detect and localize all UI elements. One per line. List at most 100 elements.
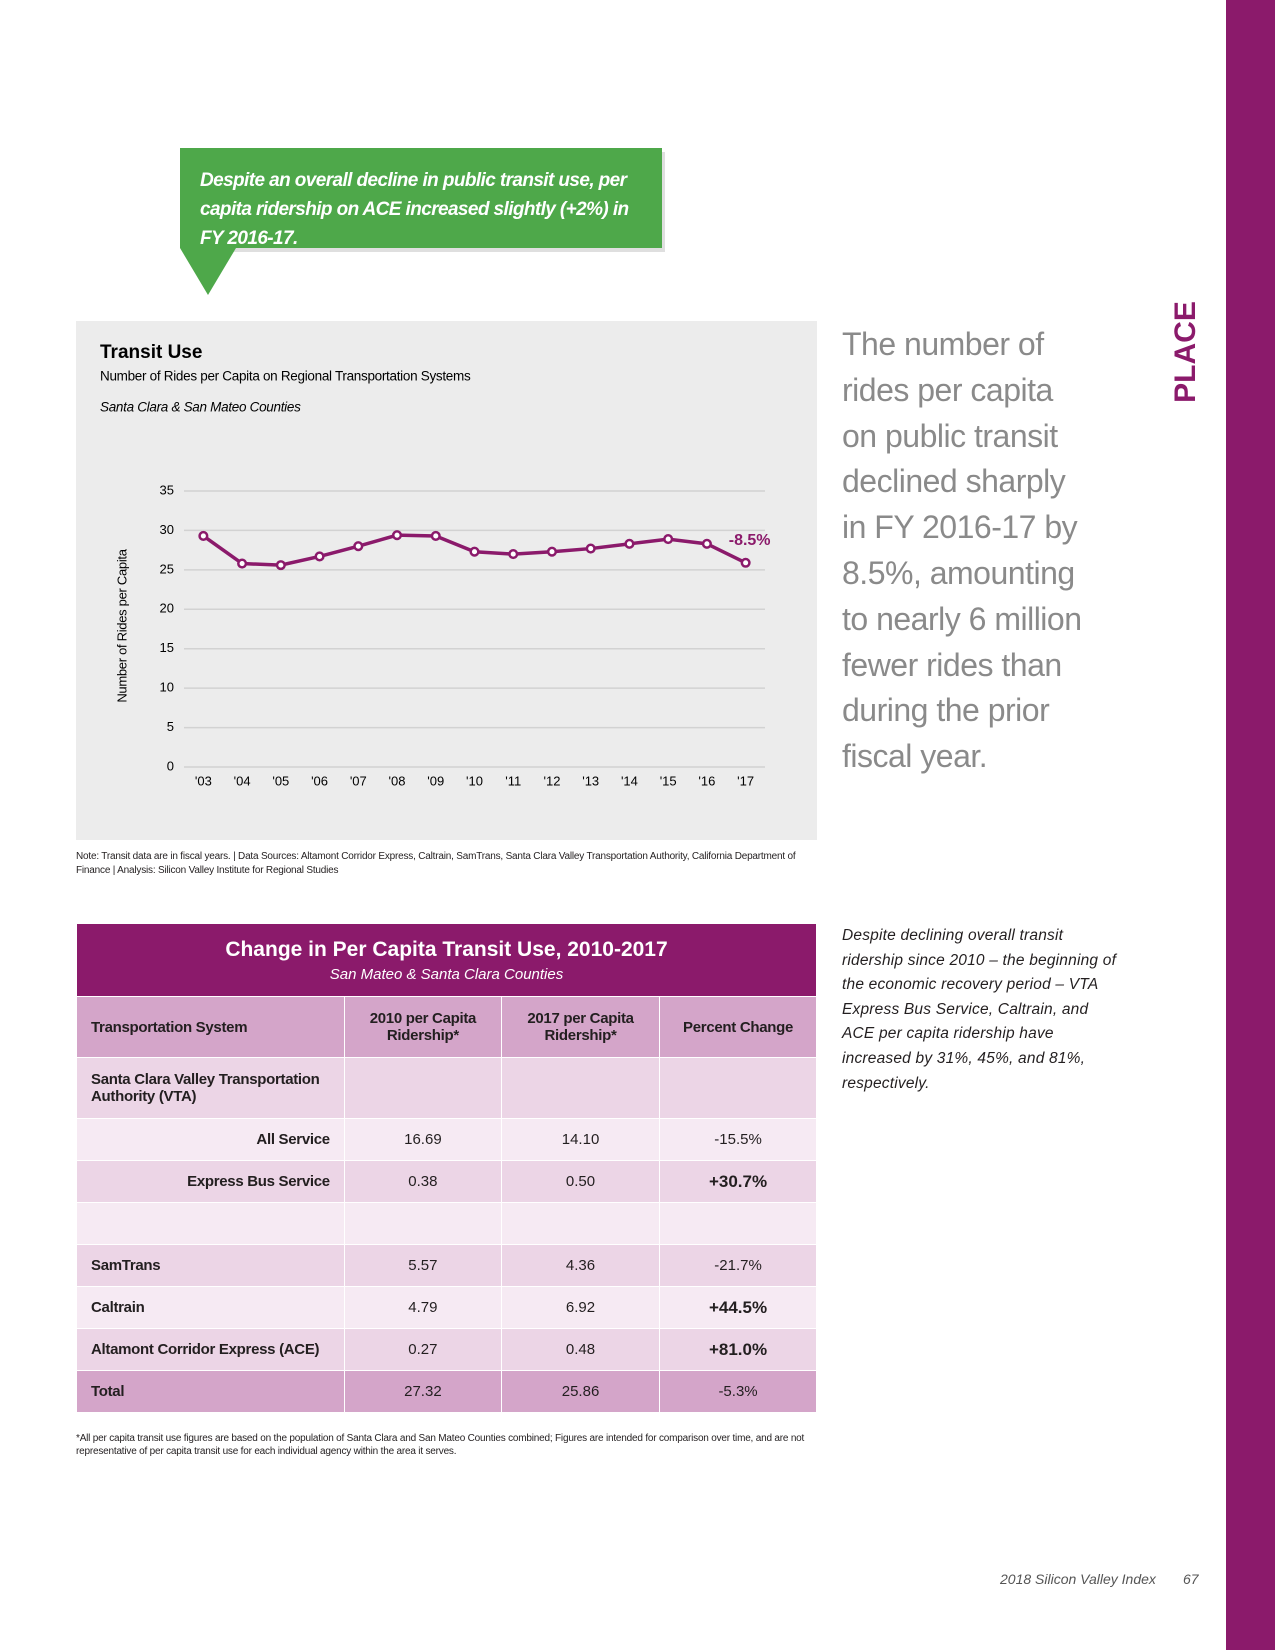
side-text-line: to nearly 6 million <box>842 600 1082 637</box>
data-point <box>508 549 519 560</box>
chart-note: Santa Clara & San Mateo Counties <box>100 400 301 415</box>
callout-box <box>180 148 662 248</box>
data-point <box>546 546 558 557</box>
side-text: The number of rides per capita on public t… <box>842 322 1082 780</box>
data-point <box>275 560 286 571</box>
x-tick-label: '04 <box>234 773 251 788</box>
data-point <box>469 546 480 557</box>
x-tick-label: '06 <box>311 773 328 788</box>
table-title: Change in Per Capita Transit Use, 2010-2… <box>225 937 668 961</box>
table-row: All Service 16.69 14.10 -15.5% <box>76 1118 817 1161</box>
x-tick-label: '14 <box>621 773 638 788</box>
x-tick-label: '11 <box>505 773 521 788</box>
side-text-line: The number of <box>842 326 1044 362</box>
data-point <box>391 530 403 541</box>
data-point <box>585 543 596 554</box>
table-row-label: Caltrain <box>76 1286 345 1329</box>
table-header-cell: 2017 per Capita Ridership* <box>500 996 661 1058</box>
table-empty-cell <box>659 1057 817 1119</box>
table-row-label: Express Bus Service <box>76 1160 345 1203</box>
data-point <box>701 538 712 549</box>
table-cell: -21.7% <box>659 1244 817 1287</box>
x-tick-label: '09 <box>427 773 444 788</box>
table-cell: 0.27 <box>343 1328 502 1371</box>
table-cell: 0.48 <box>500 1328 661 1371</box>
table-row-label: Total <box>76 1370 345 1413</box>
y-tick-label: 30 <box>160 522 174 537</box>
table-cell: 0.50 <box>500 1160 661 1203</box>
table-spacer-cell <box>76 1202 345 1245</box>
chart-panel <box>76 321 817 840</box>
table-header-row: Transportation System 2010 per Capita Rid… <box>76 996 817 1058</box>
x-tick-label: '12 <box>543 773 560 788</box>
table-spacer-row <box>76 1202 817 1245</box>
x-tick-label: '13 <box>582 773 599 788</box>
data-point <box>740 557 751 568</box>
x-tick-label: '03 <box>195 773 212 788</box>
x-tick-label: '07 <box>350 773 367 788</box>
table-spacer-cell <box>500 1202 661 1245</box>
table-cell: 0.38 <box>343 1160 502 1203</box>
data-table: Change in Per Capita Transit Use, 2010-2… <box>76 923 817 1413</box>
table-title-row: Change in Per Capita Transit Use, 2010-2… <box>76 923 817 997</box>
side-text-line: in FY 2016-17 by <box>842 509 1078 546</box>
table-row: SamTrans 5.57 4.36 -21.7% <box>76 1244 817 1287</box>
x-tick-label: '16 <box>698 773 715 788</box>
y-tick-label: 10 <box>160 680 174 695</box>
right-note: Despite declining overall transit riders… <box>842 927 1117 1092</box>
page-number: 67 <box>1183 1571 1199 1587</box>
callout-text: Despite an overall decline in public tra… <box>200 170 629 249</box>
side-text-line: fewer rides than <box>842 646 1062 683</box>
table-group-label: Santa Clara Valley Transportation Author… <box>76 1057 345 1119</box>
callout-pointer <box>180 248 236 295</box>
y-tick-label: 25 <box>160 561 174 576</box>
y-tick-label: 35 <box>160 482 174 497</box>
table-header-cell: Transportation System <box>76 996 345 1058</box>
table-title-cell: Change in Per Capita Transit Use, 2010-2… <box>76 923 817 997</box>
table-cell: 27.32 <box>343 1370 502 1413</box>
table-cell: 6.92 <box>500 1286 661 1329</box>
table-footnote: *All per capita transit use figures are … <box>76 1433 805 1457</box>
table-empty-cell <box>500 1057 661 1119</box>
table-row-label: Altamont Corridor Express (ACE) <box>76 1328 345 1371</box>
side-text-line: declined sharply <box>842 463 1066 500</box>
table-row: Caltrain 4.79 6.92 +44.5% <box>76 1286 817 1329</box>
side-text-line: 8.5%, amounting <box>842 554 1075 591</box>
side-text-line: fiscal year. <box>842 738 988 775</box>
table-cell: 16.69 <box>343 1118 502 1161</box>
table-cell: +30.7% <box>659 1160 817 1203</box>
table-spacer-cell <box>343 1202 502 1245</box>
x-tick-label: '17 <box>737 773 754 788</box>
y-tick-label: 0 <box>167 758 174 773</box>
y-tick-label: 5 <box>167 719 174 734</box>
table-cell: 14.10 <box>500 1118 661 1161</box>
x-tick-label: '05 <box>272 773 289 788</box>
data-point <box>237 558 248 569</box>
x-tick-label: '08 <box>389 773 406 788</box>
chart-annotation: -8.5% <box>729 532 771 549</box>
table-group-row: Santa Clara Valley Transportation Author… <box>76 1057 817 1119</box>
data-point <box>624 538 635 549</box>
source-note: Note: Transit data are in fiscal years. … <box>76 851 796 876</box>
data-point <box>198 530 209 541</box>
footer-publication: 2018 Silicon Valley Index <box>1000 1571 1156 1587</box>
table-cell: +44.5% <box>659 1286 817 1329</box>
table-row-label: SamTrans <box>76 1244 345 1287</box>
y-tick-label: 20 <box>160 601 174 616</box>
section-label: PLACE <box>1169 301 1202 403</box>
table-empty-cell <box>343 1057 502 1119</box>
table-row-label: All Service <box>76 1118 345 1161</box>
data-point <box>353 541 364 552</box>
x-tick-label: '15 <box>660 773 677 788</box>
table-cell: 5.57 <box>343 1244 502 1287</box>
data-point <box>314 551 325 562</box>
table-cell: -5.3% <box>659 1370 817 1413</box>
y-tick-label: 15 <box>160 640 174 655</box>
chart-subtitle: Number of Rides per Capita on Regional T… <box>100 369 471 384</box>
data-point <box>430 530 441 541</box>
table-cell: -15.5% <box>659 1118 817 1161</box>
y-axis-label: Number of Rides per Capita <box>114 548 129 702</box>
